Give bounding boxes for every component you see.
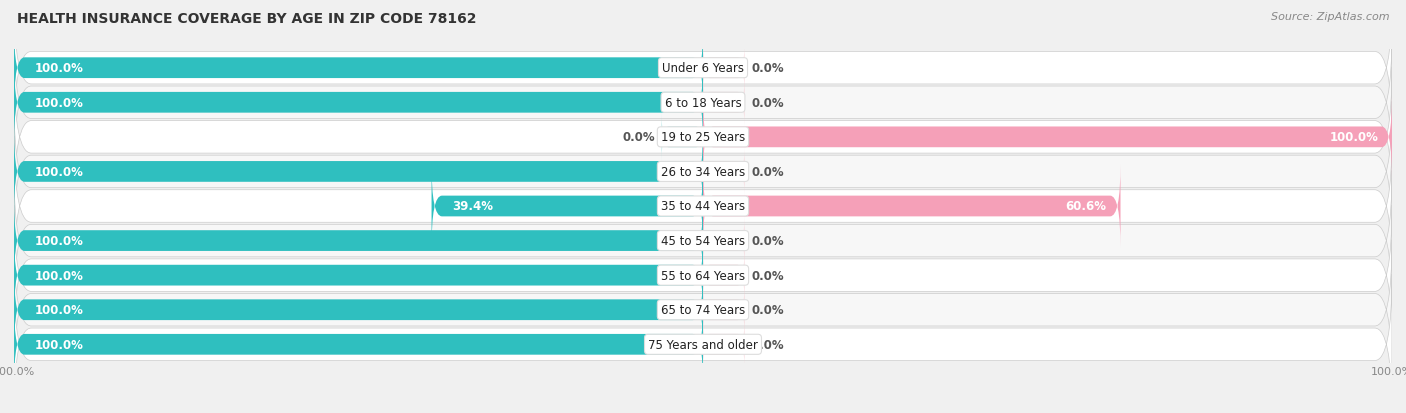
Text: 100.0%: 100.0% [35, 166, 83, 178]
Text: Source: ZipAtlas.com: Source: ZipAtlas.com [1271, 12, 1389, 22]
Text: 0.0%: 0.0% [751, 269, 785, 282]
Text: 100.0%: 100.0% [35, 338, 83, 351]
Text: 100.0%: 100.0% [35, 62, 83, 75]
Text: 55 to 64 Years: 55 to 64 Years [661, 269, 745, 282]
FancyBboxPatch shape [14, 27, 703, 110]
Text: 6 to 18 Years: 6 to 18 Years [665, 97, 741, 109]
FancyBboxPatch shape [703, 165, 1121, 248]
Text: 26 to 34 Years: 26 to 34 Years [661, 166, 745, 178]
FancyBboxPatch shape [703, 217, 744, 265]
Text: 19 to 25 Years: 19 to 25 Years [661, 131, 745, 144]
FancyBboxPatch shape [14, 33, 1392, 173]
FancyBboxPatch shape [14, 67, 1392, 208]
FancyBboxPatch shape [14, 199, 703, 282]
Text: 35 to 44 Years: 35 to 44 Years [661, 200, 745, 213]
FancyBboxPatch shape [14, 0, 1392, 138]
Text: 75 Years and older: 75 Years and older [648, 338, 758, 351]
FancyBboxPatch shape [432, 165, 703, 248]
FancyBboxPatch shape [703, 79, 744, 127]
Text: 0.0%: 0.0% [621, 131, 655, 144]
FancyBboxPatch shape [14, 62, 703, 145]
Text: 100.0%: 100.0% [35, 304, 83, 316]
Text: 39.4%: 39.4% [453, 200, 494, 213]
FancyBboxPatch shape [14, 131, 703, 214]
Text: 100.0%: 100.0% [35, 97, 83, 109]
FancyBboxPatch shape [703, 320, 744, 369]
FancyBboxPatch shape [14, 102, 1392, 242]
Text: 0.0%: 0.0% [751, 338, 785, 351]
Text: 0.0%: 0.0% [751, 166, 785, 178]
Text: 60.6%: 60.6% [1066, 200, 1107, 213]
FancyBboxPatch shape [14, 275, 1392, 413]
FancyBboxPatch shape [14, 234, 703, 317]
FancyBboxPatch shape [14, 171, 1392, 311]
FancyBboxPatch shape [14, 205, 1392, 346]
FancyBboxPatch shape [703, 96, 1392, 179]
FancyBboxPatch shape [14, 268, 703, 351]
FancyBboxPatch shape [703, 252, 744, 299]
Text: 0.0%: 0.0% [751, 235, 785, 247]
FancyBboxPatch shape [14, 136, 1392, 277]
Text: 65 to 74 Years: 65 to 74 Years [661, 304, 745, 316]
Text: 100.0%: 100.0% [1329, 131, 1378, 144]
FancyBboxPatch shape [703, 148, 744, 196]
Text: HEALTH INSURANCE COVERAGE BY AGE IN ZIP CODE 78162: HEALTH INSURANCE COVERAGE BY AGE IN ZIP … [17, 12, 477, 26]
Text: 100.0%: 100.0% [35, 269, 83, 282]
Text: 45 to 54 Years: 45 to 54 Years [661, 235, 745, 247]
FancyBboxPatch shape [703, 44, 744, 93]
FancyBboxPatch shape [14, 303, 703, 386]
Text: 0.0%: 0.0% [751, 97, 785, 109]
FancyBboxPatch shape [14, 240, 1392, 380]
Text: 0.0%: 0.0% [751, 62, 785, 75]
FancyBboxPatch shape [662, 114, 703, 161]
Text: 0.0%: 0.0% [751, 304, 785, 316]
Text: 100.0%: 100.0% [35, 235, 83, 247]
Text: Under 6 Years: Under 6 Years [662, 62, 744, 75]
FancyBboxPatch shape [703, 286, 744, 334]
